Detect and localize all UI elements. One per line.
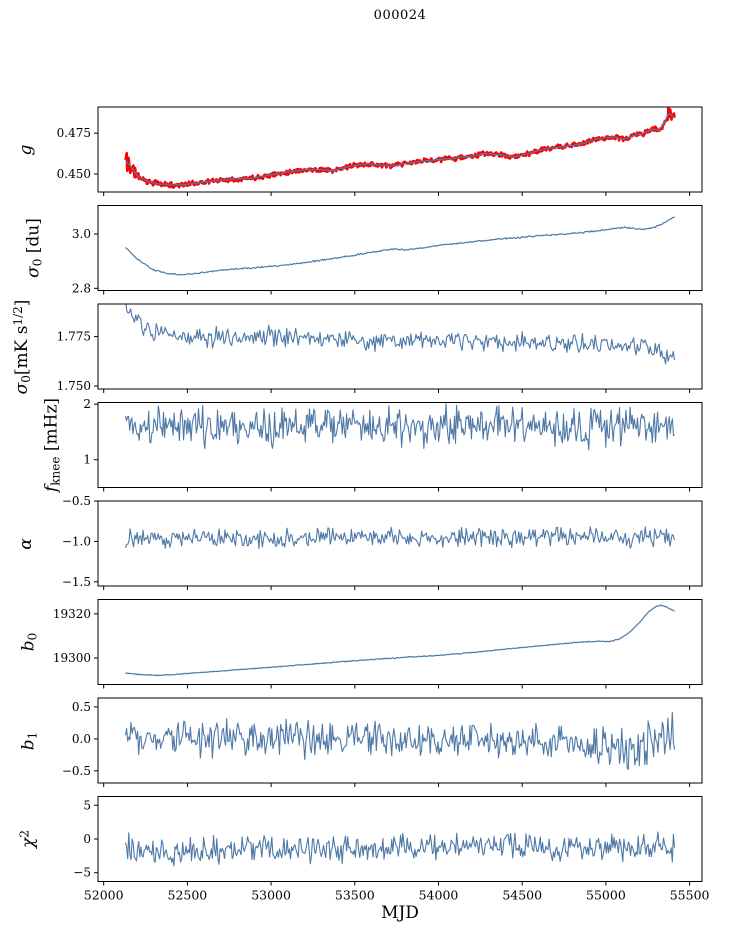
x-tick-label: 55000 [586,888,626,903]
ylabel-segment: 0 [30,258,45,267]
y-tick-label: 0.450 [57,167,91,181]
y-tick-label: −1.0 [62,534,91,548]
series-g-measurements [124,107,676,189]
figure-title: 000024 [373,8,427,23]
panel-fknee: 12 [83,397,703,492]
ylabel-b0: b0 [19,633,40,652]
panel-alpha-frame [97,500,703,587]
y-tick-label: 19300 [53,651,91,665]
x-tick-label: 53500 [335,888,375,903]
panel-sigma0-mks-frame [97,303,703,390]
ylabel-segment: knee [48,456,63,486]
y-tick-label: 0 [83,832,91,846]
y-tick-label: 1.775 [57,330,91,344]
series-g-smoothed [125,112,675,186]
ylabel-fknee: fknee [mHz] [42,398,63,492]
ylabel-segment: ] [12,299,32,306]
series-chi2-series [124,831,676,867]
series-sigma0-mks-series [125,304,676,365]
ylabel-segment: [mK s [12,325,32,375]
y-tick-label: 0.0 [72,732,91,746]
y-tick-label: 1.750 [57,379,91,393]
x-tick-label: 54500 [502,888,542,903]
ylabel-segment: σ [12,382,32,394]
ylabel-segment: [mHz] [41,397,62,457]
y-tick-label: 5 [83,798,91,812]
panel-g: 0.450 0.475 [57,106,703,196]
panel-sigma0-mks-plot-area [125,304,676,365]
series-alpha-series [124,526,676,550]
ylabel-segment: 0 [19,374,33,383]
x-axis-label: MJD [381,903,419,923]
panel-sigma0-du-plot-area [125,216,675,276]
ylabel-sigma0-du: σ0 [du] [24,218,45,278]
x-tick-label: 52000 [84,888,124,903]
panel-b0: 19300 19320 [53,599,703,689]
y-tick-label: −5 [73,866,91,880]
panel-fknee-plot-area [124,403,675,451]
y-tick-label: 19320 [53,607,91,621]
ylabel-segment: σ [23,266,44,278]
ylabel-segment: χ [18,837,39,848]
series-sigma0-du-series [125,216,675,276]
ylabel-segment: 2 [17,830,32,838]
ylabel-segment: [du] [23,218,44,259]
panel-sigma0-du: 2.8 3.0 [72,205,703,295]
panel-chi2-plot-area [124,831,676,867]
panel-alpha-plot-area [124,526,676,550]
panel-b1: −0.5 0.0 0.5 [62,697,703,787]
ylabel-g: g [16,144,36,155]
y-tick-label: −0.5 [62,494,91,508]
ylabel-segment: g [16,144,36,155]
ylabel-chi2: χ2 [18,830,39,848]
panel-g-frame [97,106,703,193]
y-tick-label: 2.8 [72,281,91,295]
ylabel-segment: 1/2 [11,305,25,326]
x-tick-label: 53000 [251,888,291,903]
y-tick-label: 3.0 [72,227,91,241]
ylabel-segment: 1 [25,731,40,739]
panel-sigma0-du-frame [97,205,703,291]
ylabel-segment: b [18,640,39,652]
series-b0-series [125,604,675,677]
panel-alpha: −1.5 −1.0 −0.5 [62,494,703,590]
ylabel-alpha: α [16,538,36,549]
panel-chi2: 52000 52500 53000 53500 54000 54500 55000 55500… [73,796,710,903]
y-tick-label: 0.475 [57,126,91,140]
panel-fknee-frame [97,402,703,488]
panel-g-plot-area [124,107,676,189]
ylabel-segment: b [18,738,39,750]
y-tick-label: 0.5 [72,700,91,714]
ylabel-segment: α [16,537,36,550]
ylabel-b1: b1 [19,731,40,750]
series-b1-series [124,712,676,770]
y-tick-label: 1 [83,453,91,467]
x-tick-label: 55500 [670,888,710,903]
x-tick-label: 54000 [419,888,459,903]
y-tick-label: −0.5 [62,764,91,778]
y-tick-label: −1.5 [62,575,91,589]
panel-b1-frame [97,697,703,784]
panel-b0-plot-area [125,604,675,677]
x-tick-label: 52500 [168,888,208,903]
series-fknee-series [124,403,675,451]
ylabel-segment: 0 [25,632,40,641]
panel-b1-plot-area [124,712,676,770]
ylabel-segment: f [41,485,62,493]
y-tick-label: 2 [83,397,91,411]
panel-b0-frame [97,599,703,685]
ylabel-sigma0-mks: σ0[mK s1/2] [11,299,33,394]
panel-sigma0-mks: 1.750 1.775 [57,303,703,393]
